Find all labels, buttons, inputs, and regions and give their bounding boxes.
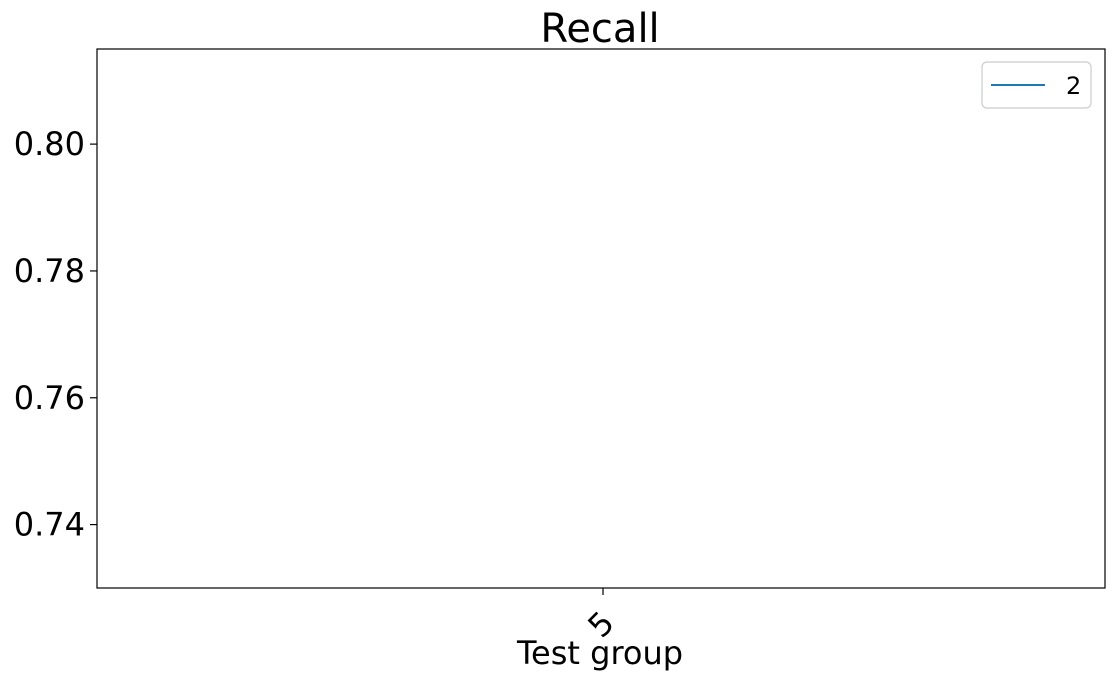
y-tick-label: 0.74 bbox=[14, 506, 85, 544]
legend: 2 bbox=[981, 61, 1092, 109]
legend-label: 2 bbox=[1066, 72, 1081, 100]
x-axis-label: Test group bbox=[516, 634, 683, 672]
plot-area bbox=[96, 48, 1106, 589]
y-tick-label: 0.78 bbox=[14, 252, 85, 290]
y-tick-label: 0.76 bbox=[14, 379, 85, 417]
chart-title: Recall bbox=[540, 6, 659, 52]
y-axis: 0.74 0.76 0.78 0.80 bbox=[14, 125, 97, 544]
y-tick-label: 0.80 bbox=[14, 125, 85, 163]
